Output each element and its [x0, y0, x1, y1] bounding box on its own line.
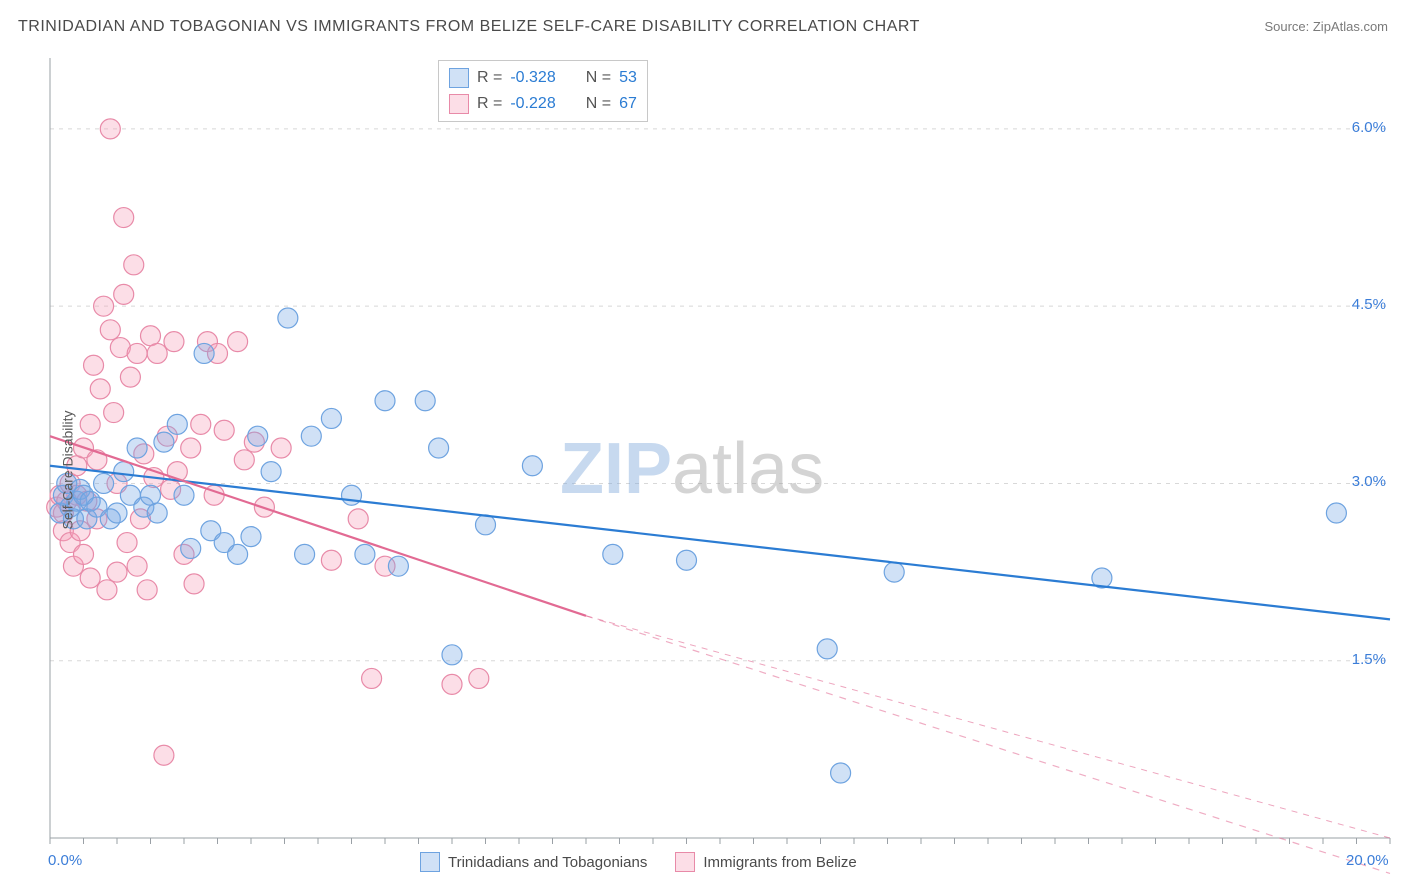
chart-source: Source: ZipAtlas.com — [1264, 19, 1388, 34]
correlation-stats-box: R = -0.328 N = 53 R = -0.228 N = 67 — [438, 60, 648, 122]
r-value: -0.228 — [510, 91, 555, 117]
y-tick-label: 3.0% — [1352, 473, 1386, 490]
stats-row-belize: R = -0.228 N = 67 — [449, 91, 637, 117]
y-tick-label: 1.5% — [1352, 651, 1386, 668]
r-label: R = — [477, 91, 502, 117]
y-axis-label: Self-Care Disability — [60, 410, 76, 529]
n-label: N = — [586, 65, 611, 91]
x-tick-label: 0.0% — [48, 852, 82, 869]
swatch-icon — [449, 68, 469, 88]
series-legend: Trinidadians and Tobagonians Immigrants f… — [420, 852, 857, 872]
legend-label: Immigrants from Belize — [703, 854, 856, 871]
x-tick-label: 20.0% — [1346, 852, 1389, 869]
legend-label: Trinidadians and Tobagonians — [448, 854, 647, 871]
swatch-icon — [420, 852, 440, 872]
legend-item-trinidad: Trinidadians and Tobagonians — [420, 852, 647, 872]
chart-header: TRINIDADIAN AND TOBAGONIAN VS IMMIGRANTS… — [18, 18, 1388, 42]
n-label: N = — [586, 91, 611, 117]
r-value: -0.328 — [510, 65, 555, 91]
stats-row-trinidad: R = -0.328 N = 53 — [449, 65, 637, 91]
n-value: 67 — [619, 91, 637, 117]
r-label: R = — [477, 65, 502, 91]
y-tick-label: 6.0% — [1352, 119, 1386, 136]
chart-area: Self-Care Disability ZIPatlas R = -0.328… — [0, 48, 1406, 892]
swatch-icon — [675, 852, 695, 872]
legend-item-belize: Immigrants from Belize — [675, 852, 856, 872]
y-tick-label: 4.5% — [1352, 296, 1386, 313]
chart-title: TRINIDADIAN AND TOBAGONIAN VS IMMIGRANTS… — [18, 18, 920, 36]
scatter-plot — [0, 48, 1406, 892]
swatch-icon — [449, 94, 469, 114]
n-value: 53 — [619, 65, 637, 91]
